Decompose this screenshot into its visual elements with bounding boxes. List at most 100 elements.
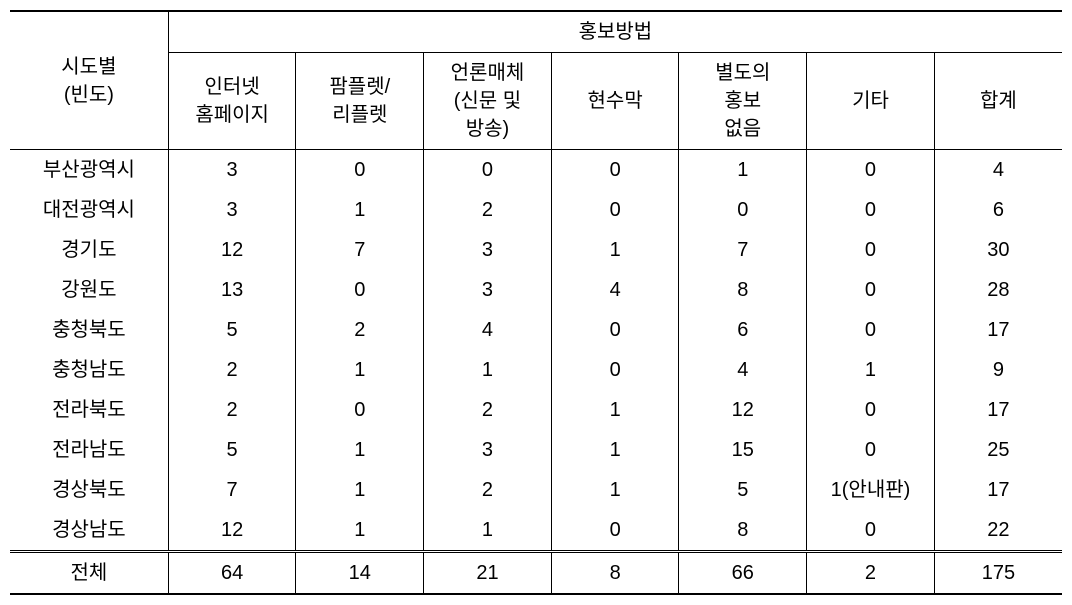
cell: 1 [551, 430, 679, 470]
table-row: 전라남도 5 1 3 1 15 0 25 [10, 430, 1062, 470]
cell: 12 [168, 230, 296, 270]
col-header-pamphlet: 팜플렛/리플렛 [296, 53, 424, 150]
cell: 4 [679, 350, 807, 390]
cell: 28 [934, 270, 1062, 310]
cell: 0 [807, 230, 935, 270]
cell: 17 [934, 470, 1062, 510]
table-row: 경상북도 7 1 2 1 5 1(안내판) 17 [10, 470, 1062, 510]
row-label: 전라남도 [10, 430, 168, 470]
row-label: 부산광역시 [10, 150, 168, 191]
cell: 0 [551, 310, 679, 350]
cell: 1 [296, 510, 424, 552]
table-body: 부산광역시 3 0 0 0 1 0 4 대전광역시 3 1 2 0 0 0 6 … [10, 150, 1062, 595]
row-label: 경기도 [10, 230, 168, 270]
cell: 0 [807, 390, 935, 430]
cell: 7 [296, 230, 424, 270]
cell: 8 [679, 270, 807, 310]
cell: 6 [679, 310, 807, 350]
cell: 25 [934, 430, 1062, 470]
cell: 2 [424, 390, 552, 430]
column-group-label: 홍보방법 [168, 11, 1062, 53]
row-label: 경상북도 [10, 470, 168, 510]
total-cell: 66 [679, 552, 807, 595]
cell: 4 [424, 310, 552, 350]
cell: 2 [424, 190, 552, 230]
cell: 4 [934, 150, 1062, 191]
cell: 2 [424, 470, 552, 510]
table-row: 대전광역시 3 1 2 0 0 0 6 [10, 190, 1062, 230]
cell: 1 [551, 470, 679, 510]
cell: 5 [679, 470, 807, 510]
cell: 1 [424, 510, 552, 552]
cell: 0 [424, 150, 552, 191]
cell: 30 [934, 230, 1062, 270]
row-header-label: 시도별(빈도) [10, 11, 168, 150]
col-header-total: 합계 [934, 53, 1062, 150]
cell: 3 [424, 270, 552, 310]
cell: 5 [168, 310, 296, 350]
cell: 2 [168, 390, 296, 430]
total-label: 전체 [10, 552, 168, 595]
cell: 1 [296, 350, 424, 390]
cell: 1 [551, 390, 679, 430]
cell: 12 [168, 510, 296, 552]
cell: 0 [551, 350, 679, 390]
table-row: 강원도 13 0 3 4 8 0 28 [10, 270, 1062, 310]
total-cell: 64 [168, 552, 296, 595]
cell: 1 [551, 230, 679, 270]
cell: 9 [934, 350, 1062, 390]
table-total-row: 전체 64 14 21 8 66 2 175 [10, 552, 1062, 595]
cell: 0 [296, 270, 424, 310]
cell: 2 [168, 350, 296, 390]
col-header-internet: 인터넷홈페이지 [168, 53, 296, 150]
cell: 13 [168, 270, 296, 310]
cell: 0 [807, 270, 935, 310]
cell: 3 [168, 150, 296, 191]
table-row: 전라북도 2 0 2 1 12 0 17 [10, 390, 1062, 430]
col-header-none: 별도의홍보없음 [679, 53, 807, 150]
cell: 3 [168, 190, 296, 230]
cell: 1 [296, 190, 424, 230]
cell: 0 [551, 150, 679, 191]
cell: 1 [296, 470, 424, 510]
cell: 7 [679, 230, 807, 270]
table-row: 경상남도 12 1 1 0 8 0 22 [10, 510, 1062, 552]
cell: 0 [807, 510, 935, 552]
cell: 1 [296, 430, 424, 470]
col-header-etc: 기타 [807, 53, 935, 150]
row-label: 충청북도 [10, 310, 168, 350]
cell: 5 [168, 430, 296, 470]
table-row: 충청북도 5 2 4 0 6 0 17 [10, 310, 1062, 350]
table-row: 경기도 12 7 3 1 7 0 30 [10, 230, 1062, 270]
cell: 17 [934, 310, 1062, 350]
cell: 1 [679, 150, 807, 191]
cell: 0 [551, 190, 679, 230]
cell: 0 [807, 310, 935, 350]
cell: 7 [168, 470, 296, 510]
cell: 12 [679, 390, 807, 430]
cell: 1 [424, 350, 552, 390]
cell: 1 [807, 350, 935, 390]
cell: 17 [934, 390, 1062, 430]
cell: 0 [296, 390, 424, 430]
cell: 0 [807, 190, 935, 230]
row-label: 경상남도 [10, 510, 168, 552]
cell: 3 [424, 430, 552, 470]
cell: 0 [296, 150, 424, 191]
total-cell: 21 [424, 552, 552, 595]
col-header-banner: 현수막 [551, 53, 679, 150]
total-cell: 2 [807, 552, 935, 595]
cell: 1(안내판) [807, 470, 935, 510]
cell: 0 [679, 190, 807, 230]
cell: 22 [934, 510, 1062, 552]
total-cell: 175 [934, 552, 1062, 595]
col-header-media: 언론매체(신문 및방송) [424, 53, 552, 150]
cell: 2 [296, 310, 424, 350]
row-label: 대전광역시 [10, 190, 168, 230]
total-cell: 8 [551, 552, 679, 595]
row-label: 충청남도 [10, 350, 168, 390]
table-row: 부산광역시 3 0 0 0 1 0 4 [10, 150, 1062, 191]
row-label: 강원도 [10, 270, 168, 310]
cell: 6 [934, 190, 1062, 230]
cell: 4 [551, 270, 679, 310]
